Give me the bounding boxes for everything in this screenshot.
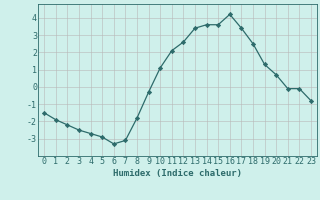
X-axis label: Humidex (Indice chaleur): Humidex (Indice chaleur) [113,169,242,178]
